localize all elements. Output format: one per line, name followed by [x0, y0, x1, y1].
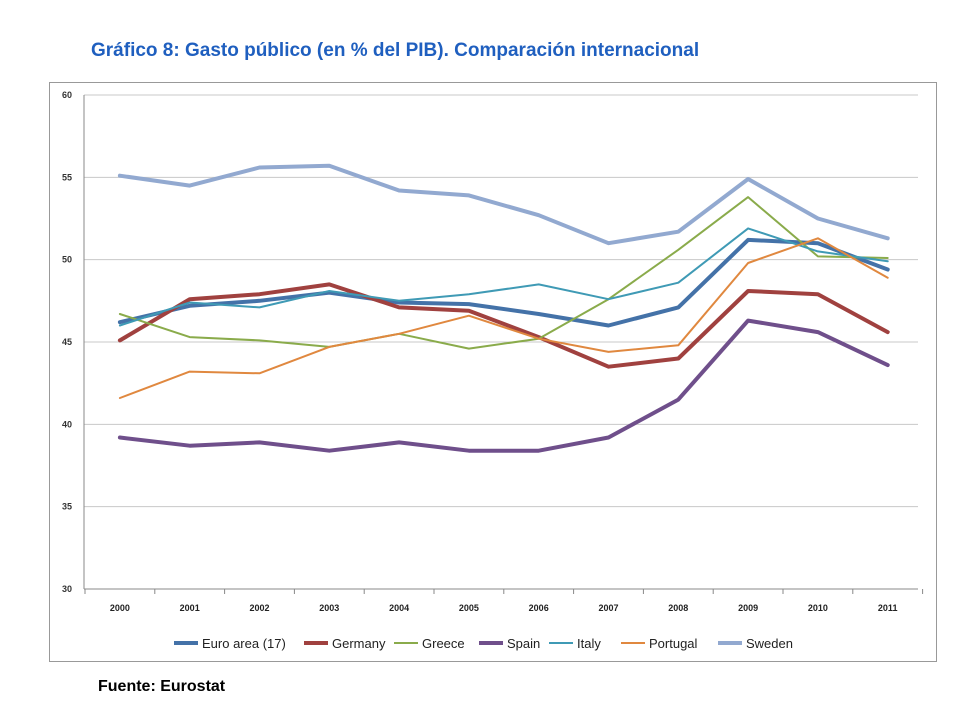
legend-label: Spain: [507, 636, 540, 651]
x-tick-label: 2009: [738, 603, 758, 613]
series-line-euro-area-17: [117, 237, 890, 328]
x-tick-label: 2001: [180, 603, 200, 613]
series-lines: [117, 163, 890, 453]
legend-label: Sweden: [746, 636, 793, 651]
x-tick-label: 2004: [389, 603, 409, 613]
legend-label: Germany: [332, 636, 386, 651]
series-line-sweden: [117, 163, 890, 246]
source-note: Fuente: Eurostat: [98, 678, 226, 695]
gridlines: [84, 94, 918, 590]
x-tick-label: 2007: [598, 603, 618, 613]
y-tick-label: 50: [62, 255, 72, 265]
y-tick-label: 60: [62, 90, 72, 100]
x-tick-label: 2003: [319, 603, 339, 613]
chart-frame: 30 35 40 45 50 55 60 2000 2001 2002 2003 2004 2005 20…: [49, 82, 937, 662]
series-line-portugal: [118, 237, 889, 399]
series-line-spain: [117, 318, 890, 453]
chart-title: Gráfico 8: Gasto público (en % del PIB).…: [91, 40, 700, 61]
y-tick-label: 55: [62, 172, 72, 182]
legend: Euro area (17) Germany Greece Spain Italy Por…: [174, 636, 793, 651]
y-tick-label: 45: [62, 337, 72, 347]
legend-label: Italy: [577, 636, 601, 651]
x-tick-label: 2005: [459, 603, 479, 613]
y-tick-label: 35: [62, 502, 72, 512]
series-line-italy: [118, 227, 889, 327]
legend-label: Euro area (17): [202, 636, 286, 651]
x-tick-label: 2006: [529, 603, 549, 613]
line-chart: 30 35 40 45 50 55 60 2000 2001 2002 2003 2004 2005 20…: [62, 90, 924, 651]
x-tick-label: 2002: [249, 603, 269, 613]
x-tick-label: 2000: [110, 603, 130, 613]
y-tick-label: 40: [62, 419, 72, 429]
series-line-greece: [118, 196, 889, 350]
x-tick-label: 2008: [668, 603, 688, 613]
x-tick-label: 2011: [878, 603, 898, 613]
y-tick-label: 30: [62, 584, 72, 594]
x-tick-label: 2010: [808, 603, 828, 613]
legend-label: Portugal: [649, 636, 698, 651]
axes: 30 35 40 45 50 55 60 2000 2001 2002 2003 2004 2005 20…: [62, 90, 924, 613]
legend-label: Greece: [422, 636, 465, 651]
series-line-germany: [117, 282, 890, 369]
